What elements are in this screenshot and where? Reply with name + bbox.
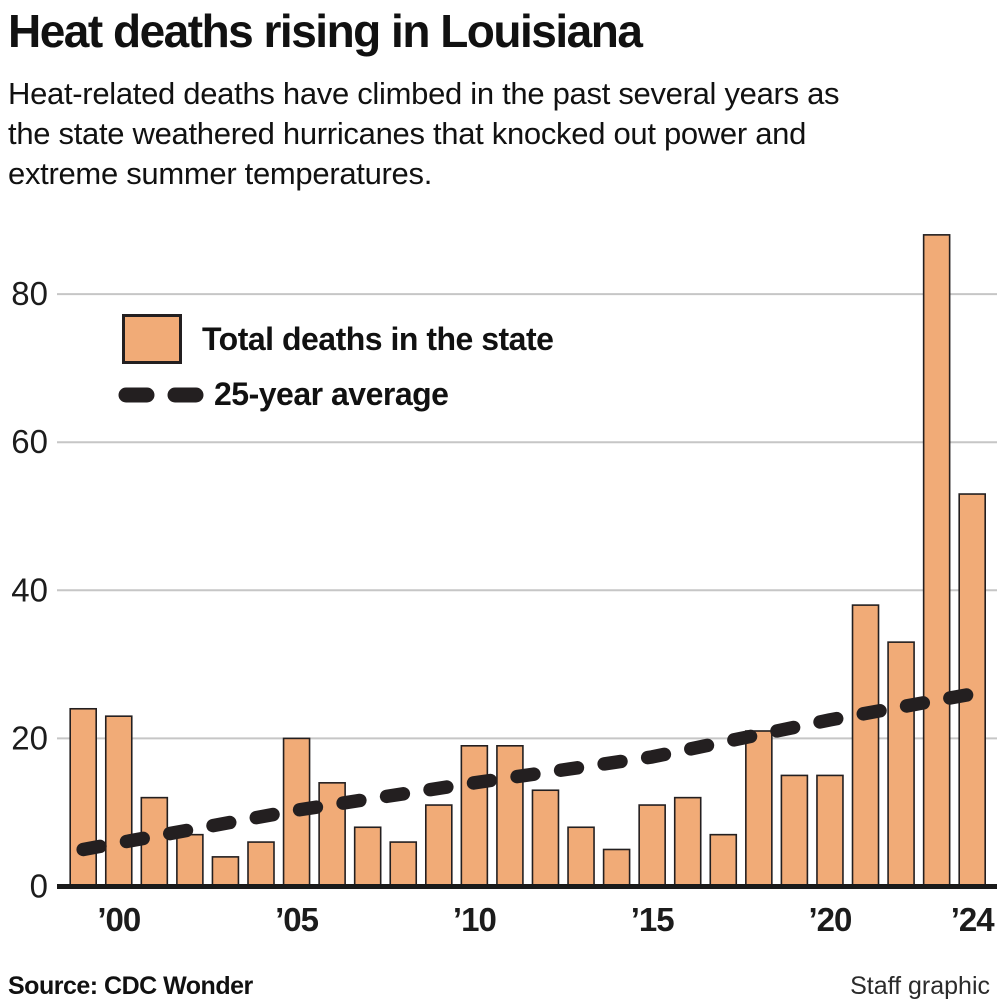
y-axis-tick-label: 40 — [11, 571, 48, 608]
bar-2009 — [424, 804, 453, 888]
legend-item-average: 25-year average — [118, 376, 553, 413]
bar-2013 — [567, 826, 595, 888]
bar-2020 — [816, 774, 844, 888]
bar-2018 — [745, 730, 773, 888]
y-axis-tick-label: 0 — [30, 868, 48, 905]
bar-2015 — [638, 804, 666, 888]
bar-1999 — [69, 707, 97, 888]
subtitle-line: extreme summer temperatures. — [8, 156, 433, 191]
bar-2007 — [353, 826, 382, 888]
x-axis-tick-label: ’15 — [631, 901, 675, 938]
x-axis-tick-label: ’00 — [97, 901, 140, 938]
bar-2021 — [851, 604, 880, 888]
bar-2010 — [460, 745, 489, 888]
chart-subtitle: Heat-related deaths have climbed in the … — [8, 74, 840, 194]
x-axis-tick-label: ’10 — [453, 901, 496, 938]
bar-2004 — [247, 841, 275, 888]
bar-2011 — [496, 745, 524, 888]
bar-2016 — [673, 796, 702, 888]
trend-dashed-line — [76, 687, 979, 857]
legend-item-total-deaths: Total deaths in the state — [122, 314, 554, 364]
x-axis-tick-label: ’24 — [951, 901, 996, 938]
bar-2012 — [531, 789, 560, 888]
subtitle-line: the state weathered hurricanes that knoc… — [8, 116, 807, 151]
source-label: Source: CDC Wonder — [8, 972, 253, 1000]
bar-2002 — [176, 833, 204, 888]
page-title: Heat deaths rising in Louisiana — [8, 5, 643, 57]
bar-2000 — [104, 715, 133, 888]
bar-2014 — [602, 848, 631, 888]
y-axis-tick-label: 20 — [11, 719, 48, 756]
bar-2019 — [780, 774, 809, 888]
bar-swatch-icon — [122, 314, 182, 364]
y-axis-tick-label: 80 — [11, 275, 48, 312]
bar-2017 — [709, 833, 738, 888]
dashed-line-icon — [118, 387, 204, 402]
bar-2003 — [211, 856, 240, 888]
staff-credit-label: Staff graphic — [850, 972, 990, 1000]
bar-2023 — [922, 234, 951, 888]
bar-2008 — [389, 841, 418, 888]
y-axis-tick-label: 60 — [11, 423, 48, 460]
subtitle-line: Heat-related deaths have climbed in the … — [8, 76, 840, 111]
x-axis-tick-label: ’05 — [275, 901, 319, 938]
bar-2022 — [887, 641, 915, 888]
legend-label-average: 25-year average — [214, 376, 449, 412]
legend-label-total-deaths: Total deaths in the state — [202, 320, 554, 357]
x-axis-tick-label: ’20 — [809, 901, 852, 938]
legend: Total deaths in the state 25-year averag… — [118, 314, 554, 425]
